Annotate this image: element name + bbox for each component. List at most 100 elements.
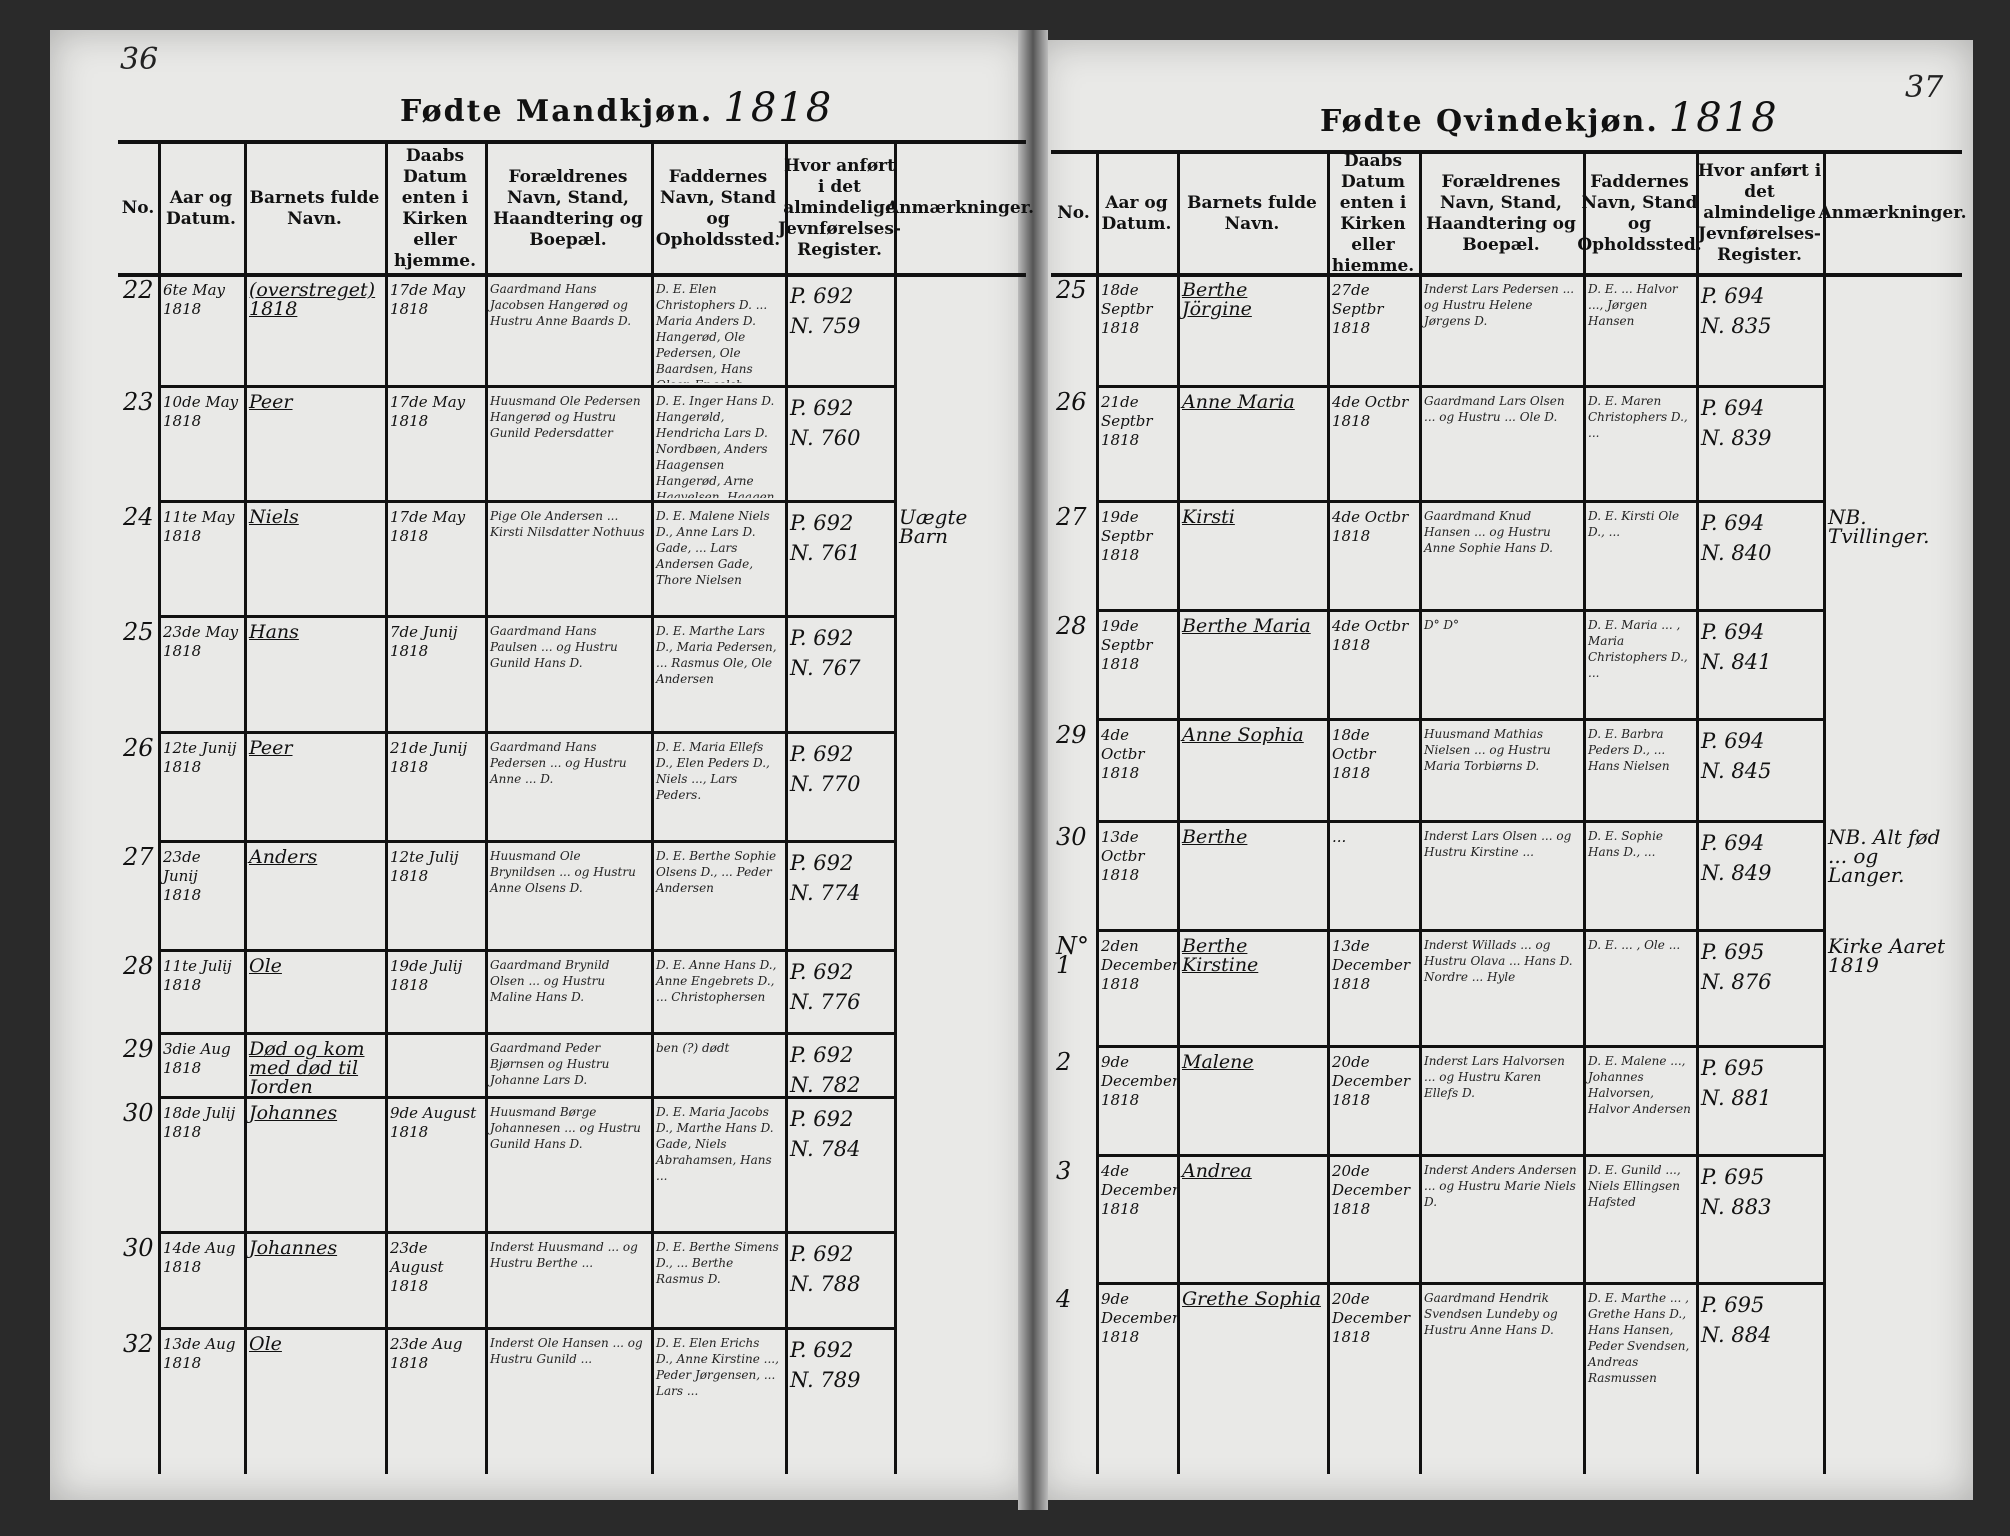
entry-parents: Gaardmand Hans Jacobsen Hangerød og Hust…	[490, 282, 632, 328]
entry-no: 30	[123, 1235, 154, 1262]
entry-remark	[894, 1331, 1026, 1472]
entry-no: 26	[1056, 389, 1087, 416]
entry-date: 10de May 1818	[163, 393, 239, 430]
entry-register: P. 695 N. 884	[1701, 1293, 1772, 1347]
entry-remark: Uægte Barn	[899, 505, 968, 548]
entry-sponsors: D. E. Marthe ... , Grethe Hans D., Hans …	[1588, 1291, 1690, 1385]
entry-register: P. 694 N. 841	[1701, 620, 1772, 674]
entry-sponsors: D. E. Elen Christophers D. ... Maria And…	[656, 282, 768, 383]
title-text: Fødte Qvindekjøn.	[1320, 104, 1659, 139]
entry-name: Johannes	[249, 1237, 338, 1259]
entry-sponsors: D. E. Maria ... , Maria Christophers D.,…	[1588, 618, 1688, 680]
entry-date: 3die Aug 1818	[163, 1040, 231, 1077]
entry-date: 11te May 1818	[163, 508, 235, 545]
entry-baptism: 7de Junij 1818	[390, 623, 458, 660]
entry-name: Grethe Sophia	[1182, 1288, 1321, 1310]
entry-date: 19de Septbr 1818	[1101, 508, 1153, 564]
title-year: 1818	[723, 85, 834, 131]
entry-parents: Inderst Lars Olsen ... og Hustru Kirstin…	[1424, 829, 1572, 859]
left-row-rule	[158, 840, 894, 843]
entry-remark	[1823, 277, 1962, 383]
entry-baptism: 4de Octbr 1818	[1332, 393, 1409, 430]
entry-sponsors: D. E. Maria Ellefs D., Elen Peders D., N…	[656, 740, 770, 802]
left-top-rule	[118, 140, 1026, 144]
entry-name: Andrea	[1182, 1160, 1252, 1182]
entry-register: P. 694 N. 840	[1701, 511, 1772, 565]
entry-sponsors: D. E. Maria Jacobs D., Marthe Hans D. Ga…	[656, 1105, 774, 1183]
left-column-rule	[158, 140, 161, 1474]
entry-register: P. 692 N. 761	[790, 511, 861, 565]
entry-baptism: 21de Junij 1818	[390, 739, 468, 776]
left-page-title: Fødte Mandkjøn. 1818	[400, 85, 833, 131]
left-column-rule	[785, 140, 788, 1474]
entry-date: 13de Octbr 1818	[1101, 828, 1145, 884]
entry-no: 23	[123, 389, 154, 416]
entry-parents: Gaardmand Peder Bjørnsen og Hustru Johan…	[490, 1041, 610, 1087]
right-column-rule	[1419, 150, 1422, 1474]
entry-remark	[894, 735, 1026, 838]
left-column-rule	[894, 140, 897, 1474]
entry-no: 28	[123, 953, 154, 980]
entry-baptism: 20de December 1818	[1332, 1290, 1411, 1346]
entry-register: P. 692 N. 759	[790, 284, 861, 338]
entry-remark: NB. Tvillinger.	[1828, 505, 1930, 548]
left-column-rule	[244, 140, 247, 1474]
entry-parents: Inderst Anders Andersen ... og Hustru Ma…	[1424, 1163, 1577, 1209]
entry-date: 9de December 1818	[1101, 1053, 1177, 1109]
left-page-number: 36	[120, 42, 159, 77]
entry-no: 4	[1056, 1286, 1072, 1313]
right-header-name: Barnets fulde Navn.	[1187, 192, 1317, 234]
entry-name: Berthe	[1182, 826, 1248, 848]
right-header-rule	[1051, 273, 1962, 277]
entry-parents: Huusmand Børge Johannesen ... og Hustru …	[490, 1105, 641, 1151]
entry-sponsors: D. E. Marthe Lars D., Maria Pedersen, ..…	[656, 624, 777, 686]
entry-register: P. 694 N. 839	[1701, 396, 1772, 450]
entry-no: 29	[123, 1036, 154, 1063]
entry-sponsors: ben (?) dødt	[656, 1041, 730, 1055]
entry-no: 3	[1056, 1158, 1072, 1185]
right-header-baptism: Daabs Datum enten i Kirken eller hiemme.	[1331, 150, 1415, 276]
entry-date: 18de Septbr 1818	[1101, 281, 1153, 337]
right-page-title: Fødte Qvindekjøn. 1818	[1320, 95, 1779, 141]
entry-no: 30	[123, 1100, 154, 1127]
right-header-remark: Anmærkninger.	[1818, 203, 1967, 223]
entry-sponsors: D. E. Berthe Simens D., ... Berthe Rasmu…	[656, 1240, 779, 1286]
entry-baptism	[385, 1036, 485, 1094]
entry-no: N° 1	[1056, 933, 1089, 979]
entry-parents: Gaardmand Hans Pedersen ... og Hustru An…	[490, 740, 627, 786]
entry-remark	[1823, 1158, 1962, 1280]
entry-parents: Gaardmand Lars Olsen ... og Hustru ... O…	[1424, 394, 1565, 424]
entry-register: P. 692 N. 789	[790, 1338, 861, 1392]
entry-register: P. 695 N. 881	[1701, 1056, 1772, 1110]
left-header-baptism: Daabs Datum enten i Kirken eller hjemme.	[393, 145, 477, 271]
entry-date: 11te Julij 1818	[163, 957, 232, 994]
left-header-rule	[118, 273, 1026, 277]
entry-name: Peer	[249, 737, 293, 759]
entry-date: 13de Aug 1818	[163, 1335, 236, 1372]
right-row-rule	[1096, 609, 1823, 612]
entry-register: P. 692 N. 760	[790, 396, 861, 450]
entry-parents: Gaardmand Knud Hansen ... og Hustru Anne…	[1424, 509, 1553, 555]
entry-date: 14de Aug 1818	[163, 1239, 236, 1276]
entry-baptism: 13de December 1818	[1332, 937, 1411, 993]
right-row-rule	[1096, 385, 1823, 388]
entry-sponsors: D. E. Anne Hans D., Anne Engebrets D., .…	[656, 958, 777, 1004]
entry-no: 2	[1056, 1049, 1072, 1076]
entry-name: Malene	[1182, 1051, 1254, 1073]
right-column-rule	[1696, 150, 1699, 1474]
left-header-remark: Anmærkninger.	[885, 198, 1035, 218]
entry-name: Hans	[249, 621, 299, 643]
entry-register: P. 692 N. 776	[790, 960, 861, 1014]
entry-date: 23de Junij 1818	[163, 848, 202, 904]
entry-parents: Inderst Ole Hansen ... og Hustru Gunild …	[490, 1336, 643, 1366]
entry-remark	[894, 1100, 1026, 1229]
entry-remark	[894, 844, 1026, 947]
right-header-no: No.	[1057, 203, 1090, 223]
entry-remark	[1823, 613, 1962, 716]
entry-name: Kirsti	[1182, 506, 1235, 528]
entry-no: 29	[1056, 722, 1087, 749]
entry-baptism: 18de Octbr 1818	[1332, 726, 1376, 782]
entry-sponsors: D. E. Gunild ..., Niels Ellingsen Hafste…	[1588, 1163, 1681, 1209]
entry-name: Berthe Maria	[1182, 615, 1311, 637]
entry-register: P. 695 N. 876	[1701, 940, 1772, 994]
